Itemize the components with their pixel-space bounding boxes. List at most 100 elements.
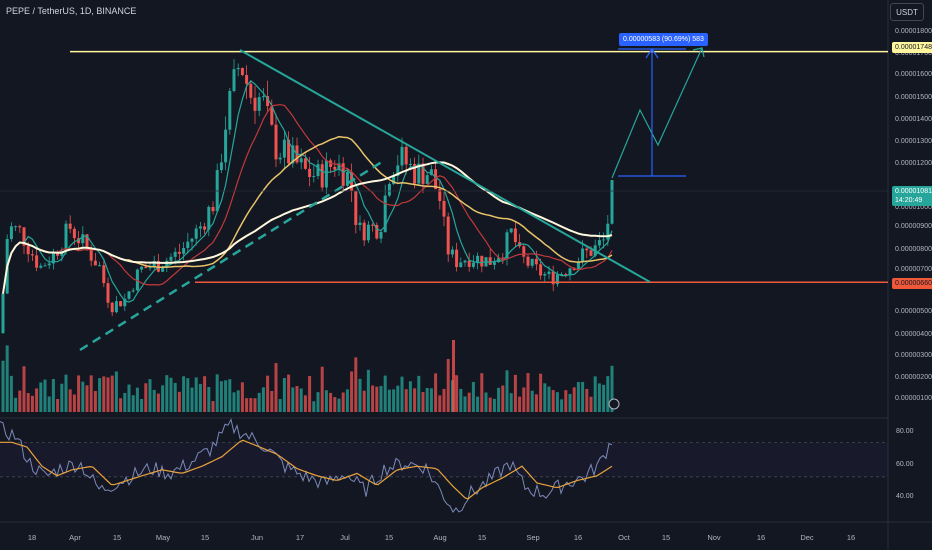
- candle: [602, 239, 606, 241]
- candle: [568, 268, 572, 276]
- candle: [576, 261, 580, 271]
- volume-bar: [534, 394, 538, 412]
- volume-bar: [429, 388, 433, 412]
- candle: [341, 163, 345, 186]
- volume-bar: [274, 363, 278, 412]
- candle: [127, 291, 131, 299]
- price-tick-label: 0.00001800: [895, 28, 932, 35]
- volume-bar: [131, 395, 135, 412]
- candle: [123, 298, 127, 307]
- candle: [249, 83, 253, 98]
- volume-bar: [68, 389, 72, 412]
- volume-bar: [72, 394, 76, 412]
- volume-bar: [245, 398, 249, 412]
- volume-bar: [501, 385, 505, 412]
- volume-bar: [85, 385, 89, 412]
- volume-bar: [455, 375, 459, 412]
- candle: [173, 251, 177, 257]
- candle: [572, 268, 576, 271]
- volume-bar: [316, 392, 320, 412]
- candle: [119, 301, 123, 307]
- volume-bar: [345, 389, 349, 412]
- candle: [14, 226, 18, 228]
- volume-bar: [93, 391, 97, 412]
- currency-button[interactable]: USDT: [890, 3, 924, 21]
- volume-bar: [572, 387, 576, 412]
- candle: [102, 265, 106, 284]
- candle: [203, 226, 207, 230]
- volume-bar: [282, 377, 286, 412]
- candle: [308, 168, 312, 177]
- time-tick-label: 15: [112, 533, 122, 542]
- price-tick-label: 0.00000500: [895, 308, 932, 315]
- candle: [224, 129, 228, 163]
- candle: [30, 254, 34, 256]
- candle: [114, 301, 118, 313]
- time-tick-label: 18: [27, 533, 37, 542]
- candle: [316, 164, 320, 177]
- candle: [106, 283, 110, 303]
- candle: [354, 190, 358, 226]
- candle: [455, 249, 459, 268]
- time-tick-label: 17: [295, 533, 305, 542]
- volume-bar: [102, 376, 106, 412]
- volume-bar: [110, 375, 114, 412]
- candle: [51, 252, 55, 264]
- candle: [497, 257, 501, 263]
- rsi-tick-label: 80.00: [896, 428, 914, 435]
- volume-bar: [219, 381, 223, 412]
- volume-bar: [564, 390, 568, 412]
- volume-bar: [144, 383, 148, 412]
- volume-bar: [106, 377, 110, 412]
- candle: [287, 139, 291, 164]
- candle: [211, 206, 215, 212]
- candle: [400, 146, 404, 166]
- candle: [383, 195, 387, 232]
- candle: [522, 246, 526, 257]
- volume-bar: [400, 376, 404, 412]
- volume-bar: [114, 371, 118, 412]
- projection-arrowhead: [692, 47, 705, 58]
- time-tick-label: May: [155, 533, 171, 542]
- volume-bar: [253, 398, 257, 412]
- candle: [492, 262, 496, 265]
- candle: [324, 160, 328, 188]
- candle: [182, 248, 186, 254]
- volume-bar: [581, 381, 585, 412]
- candle: [610, 180, 614, 224]
- volume-bar: [47, 396, 51, 412]
- candle: [161, 267, 165, 272]
- candle: [236, 67, 240, 70]
- candle: [530, 258, 534, 266]
- candle: [366, 224, 370, 241]
- candle: [148, 267, 152, 269]
- symbol-title[interactable]: PEPE / TetherUS, 1D, BINANCE: [6, 6, 137, 16]
- volume-bar: [497, 387, 501, 412]
- time-tick-label: Nov: [707, 533, 721, 542]
- candle: [404, 146, 408, 165]
- volume-bar: [140, 399, 144, 412]
- volume-bar: [303, 395, 307, 412]
- volume-bar: [312, 401, 316, 412]
- time-tick-label: 16: [573, 533, 583, 542]
- volume-bar: [513, 374, 517, 412]
- descending-trendline: [239, 49, 651, 283]
- candle: [169, 256, 173, 261]
- candle: [534, 258, 538, 265]
- price-tick-label: 0.00001300: [895, 138, 932, 145]
- candle: [81, 234, 85, 244]
- volume-bar: [539, 373, 543, 412]
- volume-bar: [476, 396, 480, 412]
- candle: [39, 265, 43, 268]
- volume-bar: [165, 375, 169, 412]
- price-tick-label: 0.00000800: [895, 246, 932, 253]
- volume-bar: [505, 370, 509, 412]
- candle: [68, 223, 72, 229]
- volume-bar: [119, 398, 123, 412]
- time-tick-label: 15: [384, 533, 394, 542]
- volume-bar: [366, 369, 370, 412]
- last-price-label: 0.00001081 14:20:49: [892, 186, 932, 206]
- volume-bar: [434, 373, 438, 412]
- volume-bar: [354, 357, 358, 412]
